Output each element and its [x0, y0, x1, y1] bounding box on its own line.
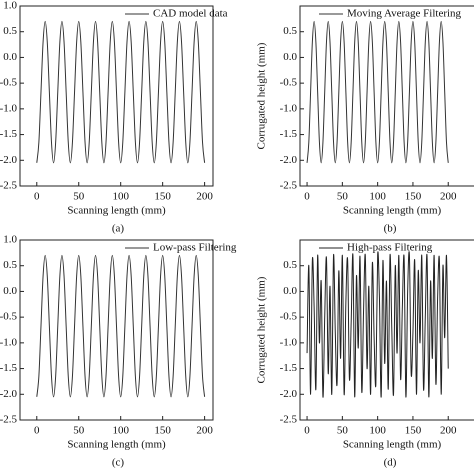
- x-tick-label: 100: [369, 191, 386, 203]
- panel: Moving Average Filtering050100150200250-…: [256, 5, 474, 235]
- y-tick-label: -2.0: [280, 154, 298, 166]
- plot-frame: [19, 239, 214, 421]
- y-tick-label: -2.5: [0, 180, 17, 192]
- y-tick-label: -2.0: [280, 388, 298, 400]
- y-tick-label: 1.0: [3, 0, 17, 12]
- panel: High-pass Filtering050100150200250-2.5-2…: [256, 239, 474, 469]
- x-tick-label: 150: [405, 191, 422, 203]
- panel: CAD model data 0 50 100 150 200 -2.5 -2.0 -1.5 -1…: [0, 0, 228, 235]
- y-tick-label: 0.0: [283, 285, 297, 297]
- legend-label: High-pass Filtering: [347, 242, 433, 254]
- caption: (b): [384, 223, 397, 235]
- y-tick-label: 0.5: [283, 25, 297, 37]
- x-tick-label: 50: [73, 191, 85, 203]
- plot-frame: [19, 5, 214, 187]
- data-line: [36, 254, 206, 398]
- x-tick-label: 50: [73, 425, 85, 437]
- y-tick-label: 0.0: [3, 51, 17, 63]
- x-axis-title: Scanning length (mm): [343, 205, 442, 217]
- x-axis-title: Scanning length (mm): [67, 439, 166, 451]
- y-tick-label: -2.5: [0, 414, 17, 426]
- y-tick-label: 0.5: [283, 259, 297, 271]
- x-tick-label: 100: [369, 425, 386, 437]
- caption: (d): [384, 457, 397, 469]
- y-axis-title: Corrugated height (mm): [256, 42, 268, 149]
- caption: (a): [112, 223, 125, 235]
- x-tick-label: 200: [440, 191, 457, 203]
- data-line: [306, 251, 449, 398]
- legend-label: CAD model data: [153, 8, 228, 20]
- y-tick-label: -1.0: [0, 336, 17, 348]
- y-tick-label: 0.0: [3, 285, 17, 297]
- y-tick-label: 1.0: [3, 234, 17, 246]
- y-tick-label: -1.5: [280, 362, 298, 374]
- legend-label: Moving Average Filtering: [347, 8, 462, 20]
- y-tick-label: -1.0: [280, 102, 298, 114]
- y-tick-label: -0.5: [0, 311, 17, 323]
- x-tick-label: 0: [34, 425, 40, 437]
- x-tick-label: 100: [112, 191, 129, 203]
- data-line: [306, 20, 449, 164]
- plot-frame: [299, 5, 474, 187]
- y-axis-title: Corrugated height (mm): [256, 276, 268, 383]
- y-tick-label: -0.5: [0, 77, 17, 89]
- x-tick-label: 150: [154, 191, 171, 203]
- x-tick-label: 50: [337, 425, 349, 437]
- y-tick-label: -1.0: [280, 336, 298, 348]
- x-tick-label: 150: [154, 425, 171, 437]
- x-tick-label: 200: [196, 191, 213, 203]
- x-axis-title: Scanning length (mm): [343, 439, 442, 451]
- x-tick-label: 200: [196, 425, 213, 437]
- y-tick-label: -2.0: [0, 154, 17, 166]
- y-tick-label: -1.5: [280, 128, 298, 140]
- y-tick-label: -2.0: [0, 388, 17, 400]
- data-line: [36, 20, 206, 164]
- legend-label: Low-pass Filtering: [153, 242, 237, 254]
- y-tick-label: -0.5: [280, 311, 298, 323]
- x-tick-label: 100: [112, 425, 129, 437]
- x-tick-label: 150: [405, 425, 422, 437]
- y-tick-label: -2.5: [280, 180, 298, 192]
- y-tick-label: 0.0: [283, 51, 297, 63]
- x-tick-label: 0: [304, 425, 310, 437]
- x-tick-label: 50: [337, 191, 349, 203]
- y-tick-label: -1.5: [0, 128, 17, 140]
- y-tick-label: 0.5: [3, 259, 17, 271]
- x-tick-label: 0: [34, 191, 40, 203]
- caption: (c): [112, 457, 125, 469]
- y-tick-label: -1.0: [0, 102, 17, 114]
- y-tick-label: -2.5: [280, 414, 298, 426]
- y-tick-label: -0.5: [280, 77, 298, 89]
- y-tick-label: 0.5: [3, 25, 17, 37]
- x-tick-label: 200: [440, 425, 457, 437]
- plot-frame: [299, 239, 474, 421]
- x-axis-title: Scanning length (mm): [67, 205, 166, 217]
- y-tick-label: -1.5: [0, 362, 17, 374]
- panel: Low-pass Filtering 0 50 100 150 200 -2.5 -2.0 -1…: [0, 234, 237, 469]
- x-tick-label: 0: [304, 191, 310, 203]
